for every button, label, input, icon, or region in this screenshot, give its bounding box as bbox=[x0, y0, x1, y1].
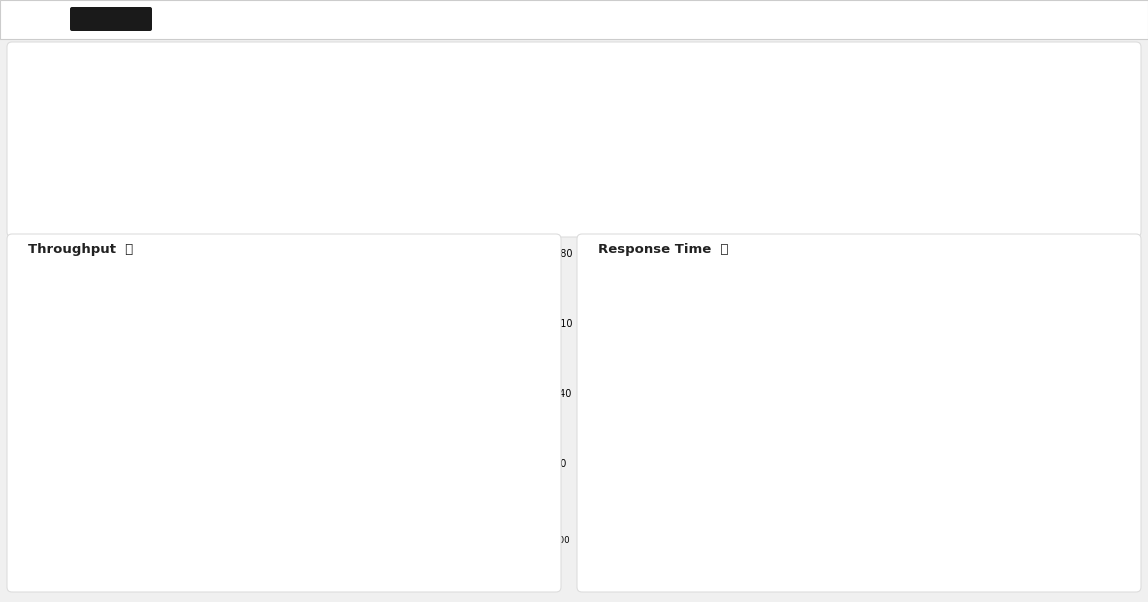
Text: ∿  Trending: ∿ Trending bbox=[335, 14, 395, 24]
Text: Test run settings: Test run settings bbox=[30, 55, 156, 69]
Text: PFLB: PFLB bbox=[20, 11, 63, 26]
Text: ✓  Test runs: ✓ Test runs bbox=[254, 14, 316, 24]
FancyBboxPatch shape bbox=[7, 234, 561, 592]
Legend: Requests, Errors, VUsers: Requests, Errors, VUsers bbox=[227, 562, 421, 581]
Legend: Response Time, VUsers: Response Time, VUsers bbox=[781, 562, 947, 581]
Text: Test run logs: Test run logs bbox=[590, 55, 687, 69]
Text: Response Time  ⓘ: Response Time ⓘ bbox=[598, 243, 729, 255]
FancyBboxPatch shape bbox=[70, 7, 152, 31]
Text: Finished: Finished bbox=[218, 147, 267, 157]
Text: Comment: Comment bbox=[46, 102, 101, 112]
Y-axis label: VUsers: VUsers bbox=[1116, 374, 1126, 411]
Text: ≡  Tests: ≡ Tests bbox=[185, 14, 226, 24]
Text: Throughput  ⓘ: Throughput ⓘ bbox=[28, 243, 133, 255]
FancyBboxPatch shape bbox=[0, 0, 1148, 39]
Text: ⊡  Reports: ⊡ Reports bbox=[420, 14, 475, 24]
Text: 03 h 59 min  ?: 03 h 59 min ? bbox=[46, 123, 133, 133]
Text: →|: →| bbox=[1102, 13, 1117, 25]
FancyBboxPatch shape bbox=[7, 42, 1141, 237]
Text: jmeter-3882.log  ⬇: jmeter-3882.log ⬇ bbox=[590, 90, 714, 104]
Text: ?: ? bbox=[816, 13, 823, 25]
Y-axis label: VUsers: VUsers bbox=[576, 374, 587, 411]
Text: 人  NOV team: 人 NOV team bbox=[960, 14, 1026, 24]
Text: JMX  ?: JMX ? bbox=[46, 81, 84, 91]
FancyBboxPatch shape bbox=[577, 234, 1141, 592]
Y-axis label: Response Time: Response Time bbox=[602, 353, 611, 432]
Y-axis label: Requests/Errors: Requests/Errors bbox=[61, 352, 71, 434]
Text: 3/6/24, 2:03 PM - 3/6/24, 6:02 PM: 3/6/24, 2:03 PM - 3/6/24, 6:02 PM bbox=[30, 147, 204, 157]
Text: + New test: + New test bbox=[78, 14, 144, 24]
